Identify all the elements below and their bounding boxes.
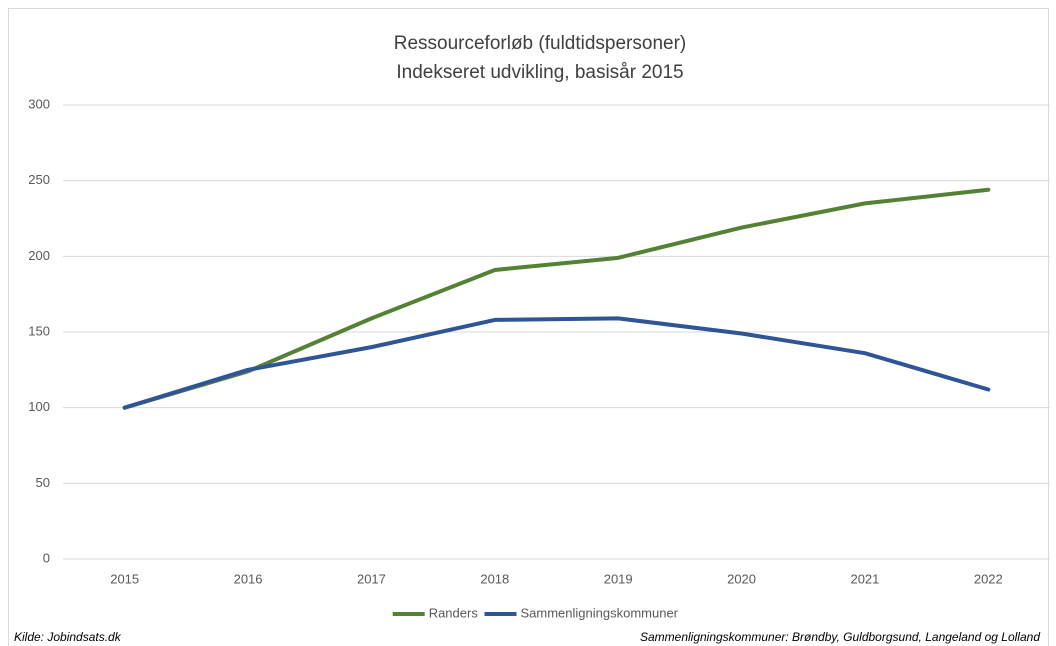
x-tick-label: 2018 [480, 571, 509, 586]
legend-label: Sammenligningskommuner [521, 605, 679, 620]
chart-border [8, 8, 1049, 646]
y-tick-label: 250 [28, 172, 50, 187]
x-tick-label: 2017 [357, 571, 386, 586]
x-tick-label: 2016 [234, 571, 263, 586]
line-series [122, 187, 991, 410]
x-tick-label: 2019 [604, 571, 633, 586]
x-tick-label: 2020 [727, 571, 756, 586]
y-tick-label: 300 [28, 96, 50, 111]
legend-label: Randers [429, 605, 479, 620]
y-tick-label: 0 [43, 550, 50, 565]
chart-subtitle: Indekseret udvikling, basisår 2015 [396, 62, 683, 83]
y-tick-label: 100 [28, 399, 50, 414]
x-tick-label: 2021 [850, 571, 879, 586]
line-series [122, 316, 991, 410]
y-tick-label: 50 [36, 475, 50, 490]
y-tick-label: 150 [28, 323, 50, 338]
source: Kilde: Jobindsats.dk [14, 630, 122, 644]
x-tick-label: 2015 [110, 571, 139, 586]
x-tick-label: 2022 [974, 571, 1003, 586]
note: Sammenligningskommuner: Brøndby, Guldbor… [640, 630, 1040, 644]
chart-title: Ressourceforløb (fuldtidspersoner) [394, 33, 687, 54]
y-tick-label: 200 [28, 248, 50, 263]
